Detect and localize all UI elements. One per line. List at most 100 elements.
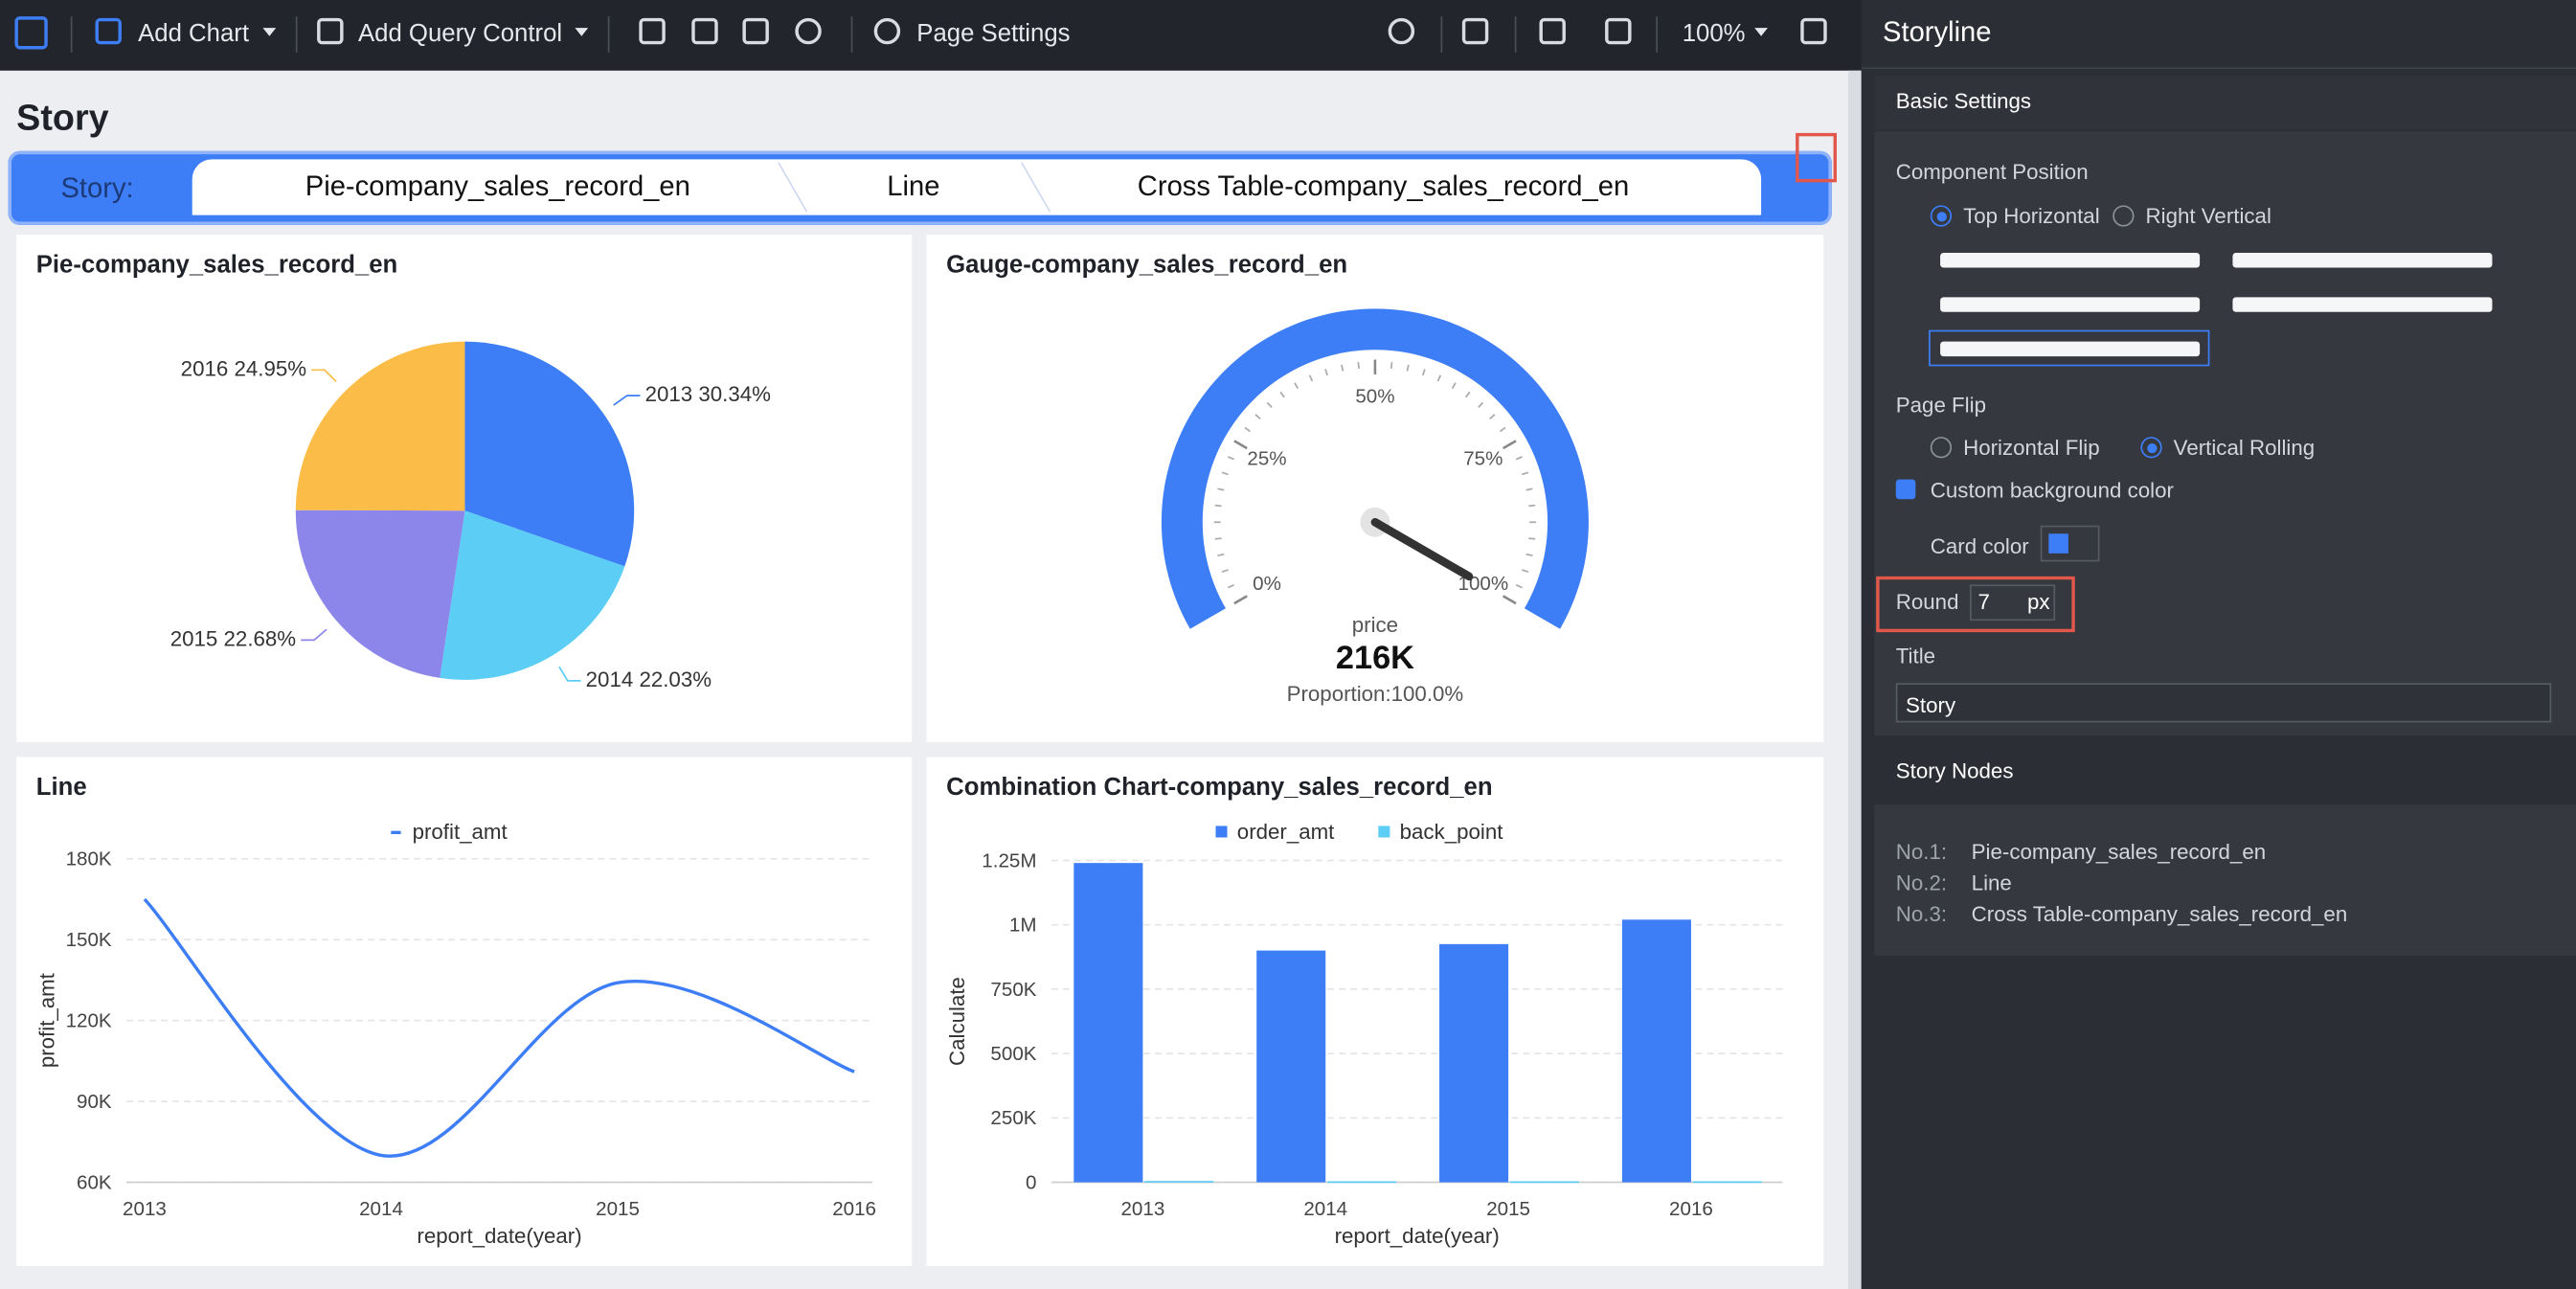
minor-tick: [1421, 369, 1426, 376]
minor-tick: [1451, 382, 1457, 390]
layout-icon[interactable]: [1800, 17, 1827, 45]
layout-thumb[interactable]: [1940, 297, 2201, 312]
section-body: [1874, 131, 2576, 736]
x-tick-label: 2015: [1486, 1198, 1530, 1220]
tick-mark: [1233, 595, 1248, 605]
palette-icon[interactable]: [873, 17, 901, 45]
tab-icon[interactable]: [639, 17, 666, 45]
line-series: [143, 897, 855, 1158]
storyline-panel: Storyline Basic Settings Component Posit…: [1861, 0, 2576, 1289]
page-settings[interactable]: Page Settings: [916, 19, 1071, 48]
section-title[interactable]: Basic Settings: [1895, 88, 2032, 114]
leader-line: [311, 369, 337, 383]
node-number: No.1:: [1895, 839, 1948, 864]
bar: [1692, 1181, 1762, 1184]
clean-icon[interactable]: [1539, 17, 1566, 45]
round-value[interactable]: 7: [1977, 589, 1990, 615]
round-input[interactable]: [1969, 584, 2056, 622]
add-chart[interactable]: Add Chart: [138, 19, 249, 48]
layout-thumb[interactable]: [1940, 253, 2201, 268]
layout-thumb[interactable]: [2232, 297, 2493, 312]
report-icon[interactable]: [1461, 17, 1489, 45]
radio-label[interactable]: Horizontal Flip: [1963, 435, 2100, 461]
layout-thumb[interactable]: [2232, 253, 2493, 268]
radio[interactable]: [1930, 205, 1953, 227]
add-chart-icon[interactable]: [95, 17, 122, 45]
minor-tick: [1525, 487, 1533, 491]
checkbox-label[interactable]: Custom background color: [1930, 477, 2174, 503]
minor-tick: [1294, 382, 1299, 390]
radio[interactable]: [1930, 437, 1953, 459]
separator: [1440, 16, 1443, 53]
selected-thumb[interactable]: [1929, 329, 2210, 367]
caret[interactable]: [262, 28, 277, 36]
needle: [1370, 517, 1474, 581]
panel-title: Storyline: [1883, 16, 1992, 48]
chart-title: Combination Chart-company_sales_record_e…: [946, 774, 1492, 801]
minor-tick: [1214, 504, 1222, 508]
node-name[interactable]: Cross Table-company_sales_record_en: [1971, 901, 2348, 927]
label-category: 2016: [181, 356, 229, 380]
story-tab[interactable]: Cross Table-company_sales_record_en: [1137, 170, 1630, 202]
y-tick-label: 1.25M: [982, 849, 1036, 871]
section-header: [1874, 75, 2576, 130]
radio[interactable]: [2113, 205, 2135, 227]
query-icon[interactable]: [317, 17, 344, 45]
minor-tick: [1525, 553, 1533, 557]
field-label: Card color: [1930, 533, 2029, 558]
section-title[interactable]: Story Nodes: [1895, 758, 2014, 783]
dashboard-icon[interactable]: [14, 16, 48, 50]
label-value: 22.68%: [224, 626, 297, 650]
y-tick-label: 0: [1026, 1171, 1036, 1193]
field-label: Page Flip: [1895, 392, 1986, 418]
node-name[interactable]: Line: [1971, 870, 2012, 895]
layout-thumb[interactable]: [1940, 341, 2201, 357]
caret[interactable]: [575, 28, 589, 36]
radio[interactable]: [2140, 437, 2162, 459]
data-label: 2015 22.68%: [170, 626, 297, 650]
link-icon[interactable]: [795, 17, 822, 45]
minor-tick: [1465, 391, 1471, 398]
check-icon[interactable]: [1605, 17, 1632, 45]
x-tick-label: 2016: [1669, 1198, 1713, 1220]
title-input[interactable]: [1895, 683, 2552, 723]
caret[interactable]: [1754, 28, 1768, 36]
node-name[interactable]: Pie-company_sales_record_en: [1971, 839, 2267, 864]
story-tab[interactable]: Line: [887, 170, 940, 202]
image-icon[interactable]: [742, 17, 769, 45]
text-icon[interactable]: [691, 17, 718, 45]
link-tool-icon[interactable]: [1388, 17, 1415, 45]
story-canvas: Story Story: Pie-company_sales_record_en…: [0, 70, 1862, 1289]
bar: [1144, 1181, 1214, 1183]
radio-label[interactable]: Vertical Rolling: [2173, 435, 2316, 461]
proportion: Proportion:100.0%: [1287, 682, 1464, 706]
bar: [1621, 919, 1691, 1183]
pie-slice: [295, 509, 465, 678]
add-query-control[interactable]: Add Query Control: [357, 19, 563, 48]
scrollbar[interactable]: [1848, 70, 1862, 1289]
checkbox[interactable]: [1895, 479, 1916, 500]
story-tab[interactable]: Pie-company_sales_record_en: [305, 170, 690, 202]
separator: [607, 16, 610, 53]
chart-card: Line 60K 90K 120K 150K 180K 2013 2014 2015 2016 re…: [16, 757, 913, 1266]
y-axis-title: profit_amt: [35, 972, 59, 1068]
node-number: No.3:: [1895, 901, 1948, 927]
pie-slice: [464, 341, 635, 567]
zoom[interactable]: 100%: [1682, 19, 1746, 48]
legend-swatch: [1378, 825, 1390, 838]
chart-card: Pie-company_sales_record_en 2013 30.34% 20…: [16, 235, 913, 743]
field-label: Round: [1895, 589, 1959, 615]
bar: [1326, 1181, 1397, 1184]
label-category: 2014: [586, 667, 634, 691]
radio-label[interactable]: Right Vertical: [2145, 203, 2271, 229]
section-body: [1874, 804, 2576, 956]
leader-line: [558, 666, 581, 682]
minor-tick: [1478, 401, 1484, 409]
radio-label[interactable]: Top Horizontal: [1963, 203, 2100, 229]
chart-title: Line: [36, 774, 87, 801]
color-picker[interactable]: [2040, 525, 2100, 562]
minor-tick: [1528, 504, 1536, 508]
minor-tick: [1221, 471, 1229, 476]
title-value[interactable]: Story: [1906, 692, 1956, 718]
